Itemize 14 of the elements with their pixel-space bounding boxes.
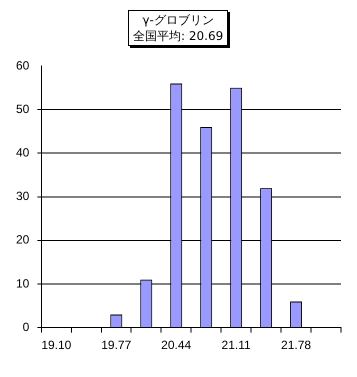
chart-title: γ-グロブリン [141,12,215,28]
y-tick-label: 40 [16,146,30,160]
y-tick-label: 10 [16,276,30,290]
x-tick-label: 20.44 [161,338,192,352]
x-tick-label: 19.10 [41,338,72,352]
y-tick-label: 20 [16,232,30,247]
y-tick-label: 0 [22,320,30,334]
x-tick-label: 21.11 [222,338,252,352]
y-tick-label: 50 [16,102,30,116]
x-tick-label: 19.77 [101,338,132,352]
y-tick-label: 30 [16,189,30,204]
x-tick-label: 21.78 [281,338,312,352]
y-tick-label: 60 [16,58,30,72]
chart-subtitle: 全国平均: 20.69 [133,28,224,44]
